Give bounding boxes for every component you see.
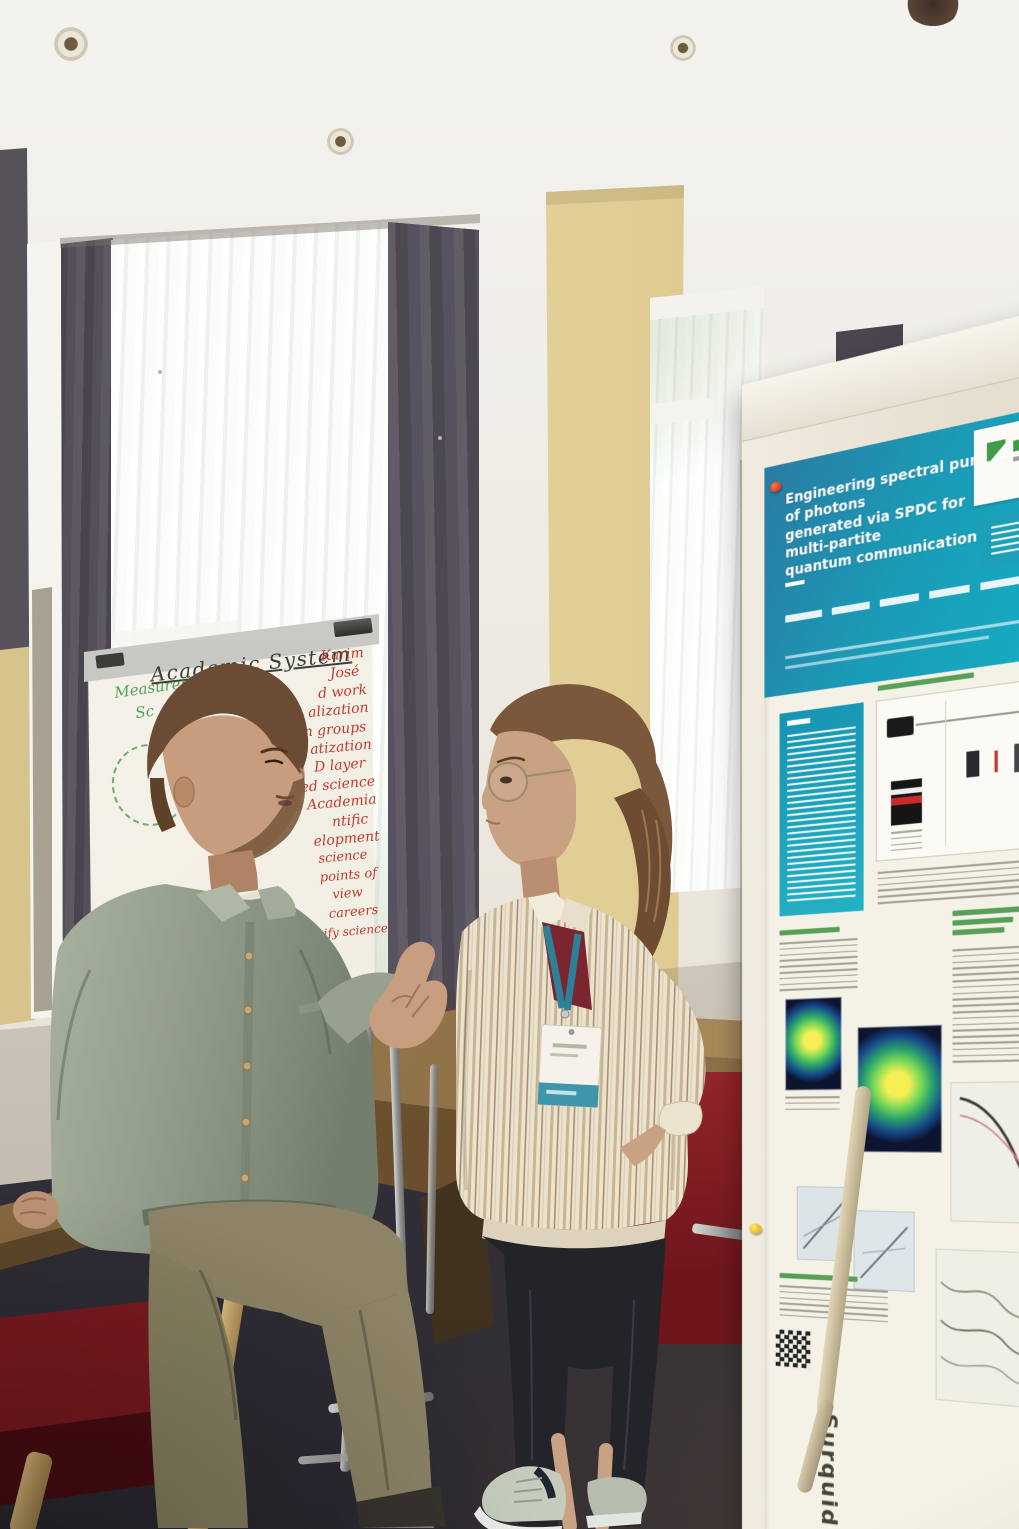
- ceiling-light-1: [54, 27, 88, 61]
- man-torso: [50, 850, 416, 1260]
- ceiling-light-3: [670, 35, 696, 61]
- heatmap-caption: [785, 1096, 840, 1113]
- man-legs: [142, 1199, 446, 1528]
- device-caption: [890, 829, 922, 851]
- abstract-text: [787, 726, 856, 904]
- woman-standing: [456, 684, 706, 1529]
- ghead-row: [952, 926, 1005, 936]
- glasses-lens: [488, 762, 528, 802]
- mini-chart-panel-2: [853, 1210, 915, 1293]
- panel-divider: [945, 700, 947, 847]
- setup-diagram-panel: [875, 677, 1019, 862]
- woman-right-arm: [620, 970, 706, 1166]
- sprinkler-dot-1: [158, 370, 162, 374]
- graph-panel-descending: [950, 1080, 1019, 1226]
- optic-element-red: [994, 750, 998, 773]
- ghead-row: [952, 916, 1014, 926]
- optic-element-1: [966, 750, 980, 778]
- left-column-text: [779, 938, 858, 992]
- optic-element-2: [1014, 742, 1019, 773]
- graph-panel-wavy: [935, 1248, 1019, 1412]
- abstract-box: [779, 702, 864, 917]
- poster-title: Engineering spectral purity of photons g…: [785, 446, 1005, 583]
- ceiling-light-2: [327, 128, 354, 155]
- man-sitting: [13, 663, 448, 1528]
- poster-board: Engineering spectral purity of photons g…: [742, 257, 1019, 1529]
- section-heading-green-multiline: [952, 906, 1019, 939]
- woman-face: [481, 731, 576, 902]
- institute-logo-icon: [986, 439, 1006, 462]
- woman-legs: [482, 1218, 666, 1529]
- institute-logo-wordmark: [1013, 427, 1019, 452]
- descending-curve-plot: [951, 1082, 1019, 1224]
- man-gesturing-hand: [369, 941, 448, 1049]
- sprinkler-dot-2: [438, 436, 442, 440]
- heatmap-plot-large: [857, 1024, 942, 1153]
- abstract-label: [787, 717, 811, 727]
- woman-sneakers: [474, 1466, 647, 1529]
- woman-hair: [490, 684, 673, 964]
- heatmap-plot-small: [785, 996, 842, 1091]
- lanyard-straps: [542, 925, 582, 1011]
- qr-code: [773, 1327, 813, 1371]
- conference-badge: [537, 1024, 603, 1108]
- man-head: [147, 663, 309, 862]
- mini-chart-lines: [855, 1211, 914, 1291]
- man-left-fist: [13, 1191, 59, 1229]
- glasses-temple: [526, 769, 571, 777]
- subbox-text: [991, 510, 1019, 555]
- yellow-pushpin: [749, 1223, 762, 1234]
- wavy-curves-plot: [937, 1250, 1019, 1411]
- laser-box-icon: [886, 715, 914, 739]
- beam-line: [915, 708, 1019, 726]
- right-column-text: [952, 944, 1019, 1068]
